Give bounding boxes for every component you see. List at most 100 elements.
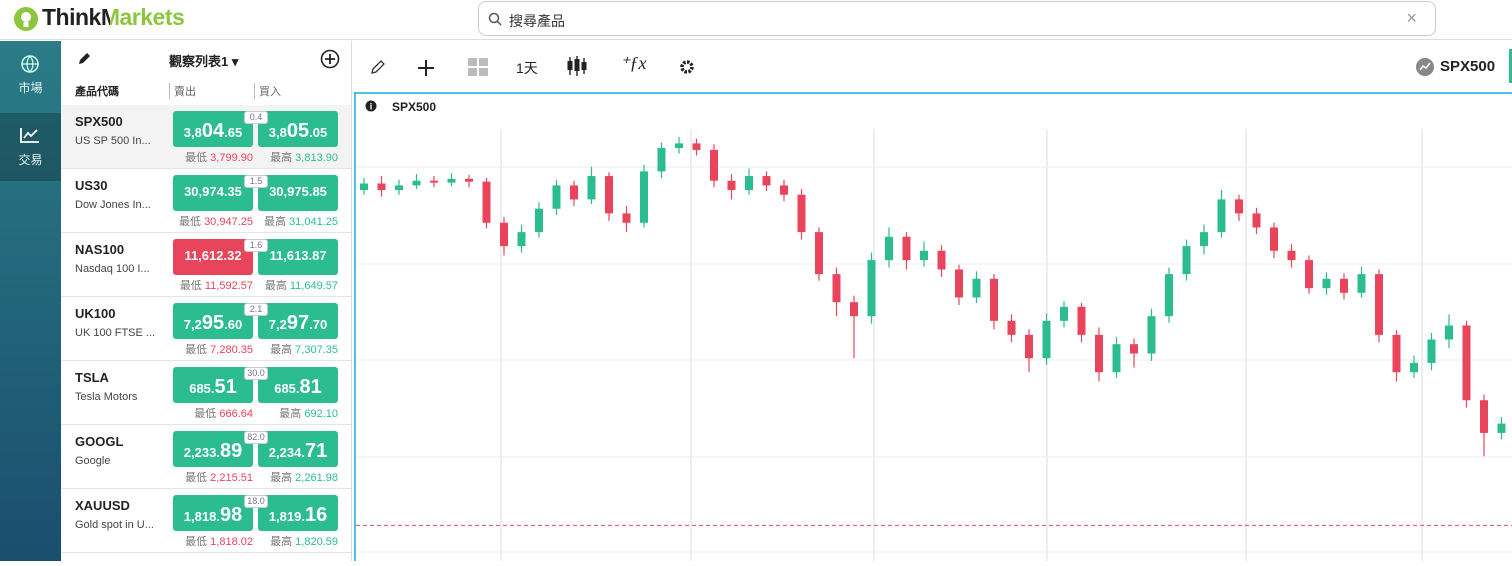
watchlist-row[interactable]: NAS100 Nasdaq 100 I... 11,612.32 11,613.87 1… [61, 233, 351, 297]
buy-price[interactable]: 685.81 [258, 367, 338, 403]
watchlist-row[interactable]: UK100 UK 100 FTSE ... 7,295.60 7,297.70 2.1 最… [61, 297, 351, 361]
symbol: UK100 [75, 306, 116, 321]
buy-price[interactable]: 1,819.16 [258, 495, 338, 531]
candle-body [1427, 339, 1436, 363]
chart-type-tool[interactable] [566, 55, 588, 77]
clear-button[interactable]: × [1406, 8, 1417, 28]
sell-price[interactable]: 30,974.35 [173, 175, 253, 211]
candle-body [447, 178, 456, 183]
candle-body [395, 185, 403, 191]
candle-body [657, 148, 666, 172]
high: 最高 3,813.90 [228, 149, 338, 165]
nav-label: 交易 [18, 153, 43, 167]
logo[interactable]: ThinkMarkets [42, 4, 185, 31]
add-icon[interactable] [320, 49, 340, 69]
candle-body [1480, 400, 1488, 433]
watchlist-row[interactable]: TSLA Tesla Motors 685.51 685.81 30.0 最低 666.6… [61, 361, 351, 425]
candle-body [430, 180, 438, 183]
price-part: .60 [224, 317, 243, 332]
high-label: 最高 [270, 536, 293, 548]
settings-tool[interactable] [679, 59, 695, 75]
price-part: 16 [304, 504, 328, 526]
nav-item[interactable]: 市場 [0, 41, 61, 109]
watchlist-row[interactable]: US30 Dow Jones In... 30,974.35 30,975.85 1.5… [61, 169, 351, 233]
high-value: 11,649.57 [289, 280, 338, 292]
high-value: 31,041.25 [289, 216, 338, 228]
info-icon [365, 100, 377, 112]
sell-price[interactable]: 7,295.60 [173, 303, 253, 339]
low-label: 最低 [185, 536, 208, 548]
buy-price[interactable]: 30,975.85 [258, 175, 338, 211]
search-box[interactable]: 搜尋產品 × [478, 1, 1436, 36]
symbol: TSLA [75, 370, 109, 385]
symbol: GOOGL [75, 434, 124, 449]
low: 最低 11,592.57 [143, 277, 253, 293]
indicator-tool[interactable]: ⁺ƒx [620, 53, 647, 73]
candle-body [1287, 250, 1296, 261]
candle-body [1445, 325, 1453, 340]
high-value: 692.10 [304, 408, 338, 420]
draw-tool[interactable] [370, 59, 386, 75]
add-tool[interactable] [417, 59, 435, 77]
candle-body [1305, 260, 1313, 289]
symbol: SPX500 [75, 114, 123, 129]
price-part: 1,819. [268, 509, 305, 524]
candle-body [640, 171, 648, 223]
sell-price[interactable]: 3,804.65 [173, 111, 253, 147]
candle-body [902, 236, 911, 261]
watchlist-title[interactable]: 觀察列表1 ▾ [169, 54, 239, 69]
price-part: 05 [286, 120, 310, 142]
price-part: 98 [219, 504, 243, 526]
price-part: 97 [286, 312, 310, 334]
sell-price[interactable]: 11,612.32 [173, 239, 253, 275]
sell-price[interactable]: 685.51 [173, 367, 253, 403]
watchlist-title-text: 觀察列表1 [169, 54, 229, 69]
buy-price[interactable]: 2,234.71 [258, 431, 338, 467]
watchlist-row[interactable]: SPX500 US SP 500 In... 3,804.65 3,805.05 0.4… [61, 105, 351, 169]
candle-body [1130, 344, 1138, 354]
price-part: .05 [309, 125, 328, 140]
high-value: 7,307.35 [295, 344, 338, 356]
low: 最低 666.64 [143, 405, 253, 421]
watchlist-row[interactable]: XAUUSD Gold spot in U... 1,818.98 1,819.16 1… [61, 489, 351, 553]
candle-body [675, 143, 683, 149]
instrument-name: Dow Jones In... [75, 199, 151, 211]
price-part: 3,8 [268, 125, 287, 140]
low-label: 最低 [194, 408, 217, 420]
low: 最低 7,280.35 [143, 341, 253, 357]
candle-body [780, 185, 788, 195]
chart-toolbar: 1天 ⁺ƒx SPX500 [354, 41, 1512, 91]
watchlist-row[interactable]: GOOGL Google 2,233.89 2,234.71 82.0 最低 2,215.… [61, 425, 351, 489]
candle-body [955, 269, 963, 298]
price-part: 2,233. [183, 445, 220, 460]
candle-body [535, 208, 543, 233]
low: 最低 3,799.90 [143, 149, 253, 165]
high-label: 最高 [270, 472, 293, 484]
sell-price[interactable]: 2,233.89 [173, 431, 253, 467]
high-label: 最高 [270, 152, 293, 164]
price-part: 7,2 [183, 317, 202, 332]
toolbar-symbol[interactable]: SPX500 [1440, 58, 1496, 75]
low: 最低 2,215.51 [143, 469, 253, 485]
buy-price[interactable]: 11,613.87 [258, 239, 338, 275]
buy-price[interactable]: 7,297.70 [258, 303, 338, 339]
candle-body [920, 250, 928, 261]
spread: 18.0 [244, 495, 268, 508]
price-part: 2,234. [268, 445, 305, 460]
candle-body [1112, 344, 1121, 373]
high: 最高 2,261.98 [228, 469, 338, 485]
sell-price[interactable]: 1,818.98 [173, 495, 253, 531]
candle-body [710, 149, 718, 181]
candle-body [745, 176, 753, 191]
edit-icon[interactable] [77, 52, 91, 66]
interval-button[interactable]: 1天 [516, 60, 538, 76]
buy-price[interactable]: 3,805.05 [258, 111, 338, 147]
layout-tool[interactable] [468, 58, 488, 76]
candle-body [1182, 246, 1191, 275]
price-part: 685. [189, 381, 215, 396]
chart-panel: i SPX500 [354, 92, 1512, 561]
candle-body [832, 274, 841, 303]
nav-item[interactable]: 交易 [0, 113, 61, 181]
instrument-name: US SP 500 In... [75, 135, 151, 147]
candle-body [1392, 334, 1401, 373]
